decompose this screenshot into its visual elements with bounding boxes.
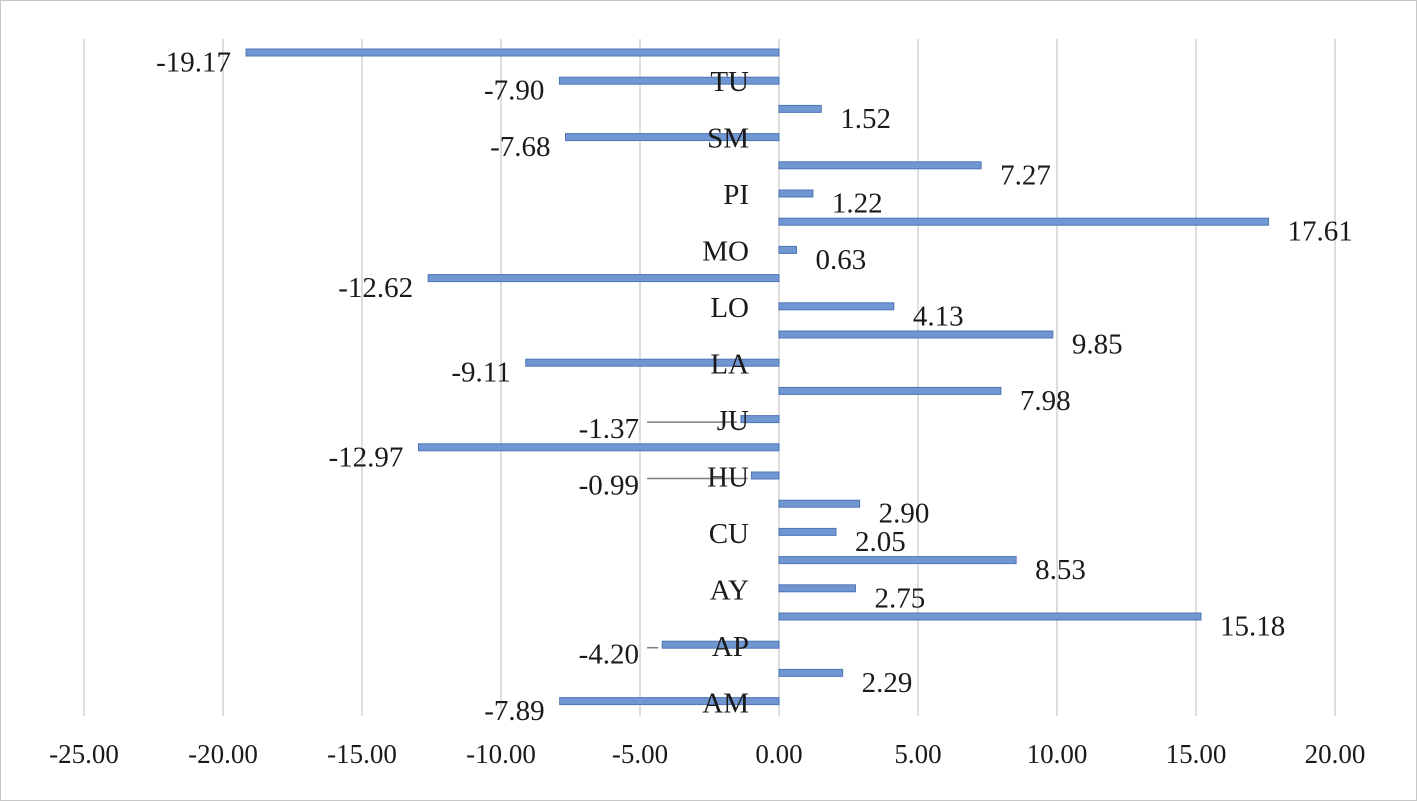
x-tick-label: -25.00 — [49, 739, 119, 769]
bar — [778, 189, 814, 198]
data-label: 8.53 — [1035, 554, 1086, 586]
category-label: AP — [712, 631, 749, 663]
x-axis-tick-labels: -25.00 -20.00 -15.00 -10.00 -5.00 0.00 5.00 10.… — [49, 739, 1365, 769]
bar — [778, 668, 844, 677]
bar — [778, 556, 1017, 565]
data-label: 4.13 — [913, 300, 964, 332]
data-label: 2.29 — [862, 667, 913, 699]
data-label: 7.98 — [1020, 385, 1071, 417]
bar — [778, 217, 1270, 226]
bars — [245, 48, 1270, 706]
data-label: 2.05 — [855, 526, 906, 558]
bar — [750, 471, 780, 480]
bar — [558, 76, 780, 85]
data-label: -7.68 — [490, 131, 550, 163]
bar — [778, 104, 822, 113]
category-label: JU — [717, 405, 749, 437]
x-tick-label: 15.00 — [1166, 739, 1227, 769]
bar — [778, 386, 1002, 395]
data-label: 1.22 — [832, 188, 883, 220]
category-labels: TU SM PI MO LO LA JU HU CU AY AP AM — [702, 66, 749, 720]
data-label: 2.90 — [879, 498, 930, 530]
category-label: PI — [723, 179, 749, 211]
category-label: AM — [702, 688, 749, 720]
bar — [778, 245, 798, 254]
data-label: 9.85 — [1072, 329, 1123, 361]
bar — [740, 415, 780, 424]
category-label: HU — [707, 462, 749, 494]
bar — [778, 612, 1202, 621]
data-label: 7.27 — [1000, 159, 1051, 191]
data-label: 17.61 — [1288, 216, 1353, 248]
category-label: MO — [702, 236, 749, 268]
bar — [564, 133, 780, 142]
data-label: 0.63 — [816, 244, 867, 276]
bar — [427, 274, 780, 283]
x-tick-label: 20.00 — [1305, 739, 1366, 769]
leader-lines — [647, 421, 748, 649]
bar — [778, 161, 982, 170]
data-label: -12.97 — [329, 441, 404, 473]
x-tick-label: -5.00 — [612, 739, 668, 769]
bar — [778, 499, 861, 508]
bar — [778, 302, 895, 311]
category-label: LA — [710, 349, 749, 381]
bar — [525, 358, 780, 367]
category-label: CU — [709, 518, 749, 550]
x-tick-label: 0.00 — [755, 739, 802, 769]
category-label: TU — [710, 66, 749, 98]
bar — [661, 640, 780, 649]
data-label: -7.89 — [484, 695, 544, 727]
x-tick-label: 5.00 — [894, 739, 941, 769]
data-label: -0.99 — [579, 470, 639, 502]
x-tick-label: -20.00 — [188, 739, 258, 769]
category-label: LO — [710, 292, 749, 324]
category-label: AY — [710, 575, 749, 607]
bar — [778, 584, 856, 593]
category-label: SM — [707, 123, 749, 155]
x-tick-label: -15.00 — [327, 739, 397, 769]
x-tick-label: -10.00 — [466, 739, 536, 769]
data-label: -1.37 — [579, 413, 639, 445]
x-tick-label: 10.00 — [1027, 739, 1088, 769]
bar — [417, 443, 780, 452]
data-label: -9.11 — [451, 357, 510, 389]
gridlines — [83, 39, 1336, 716]
bar — [245, 48, 780, 57]
data-label: -19.17 — [156, 47, 231, 79]
data-label: 15.18 — [1220, 611, 1285, 643]
bar — [559, 697, 780, 706]
data-label: -4.20 — [579, 639, 639, 671]
data-label: 2.75 — [874, 582, 925, 614]
data-label: 1.52 — [840, 103, 891, 135]
data-labels: -19.17 -7.90 1.52 -7.68 7.27 1.22 17.61 0.63 -12… — [156, 47, 1353, 728]
bar — [778, 527, 837, 536]
data-label: -12.62 — [338, 272, 413, 304]
data-label: -7.90 — [484, 75, 544, 107]
bar — [778, 330, 1054, 339]
